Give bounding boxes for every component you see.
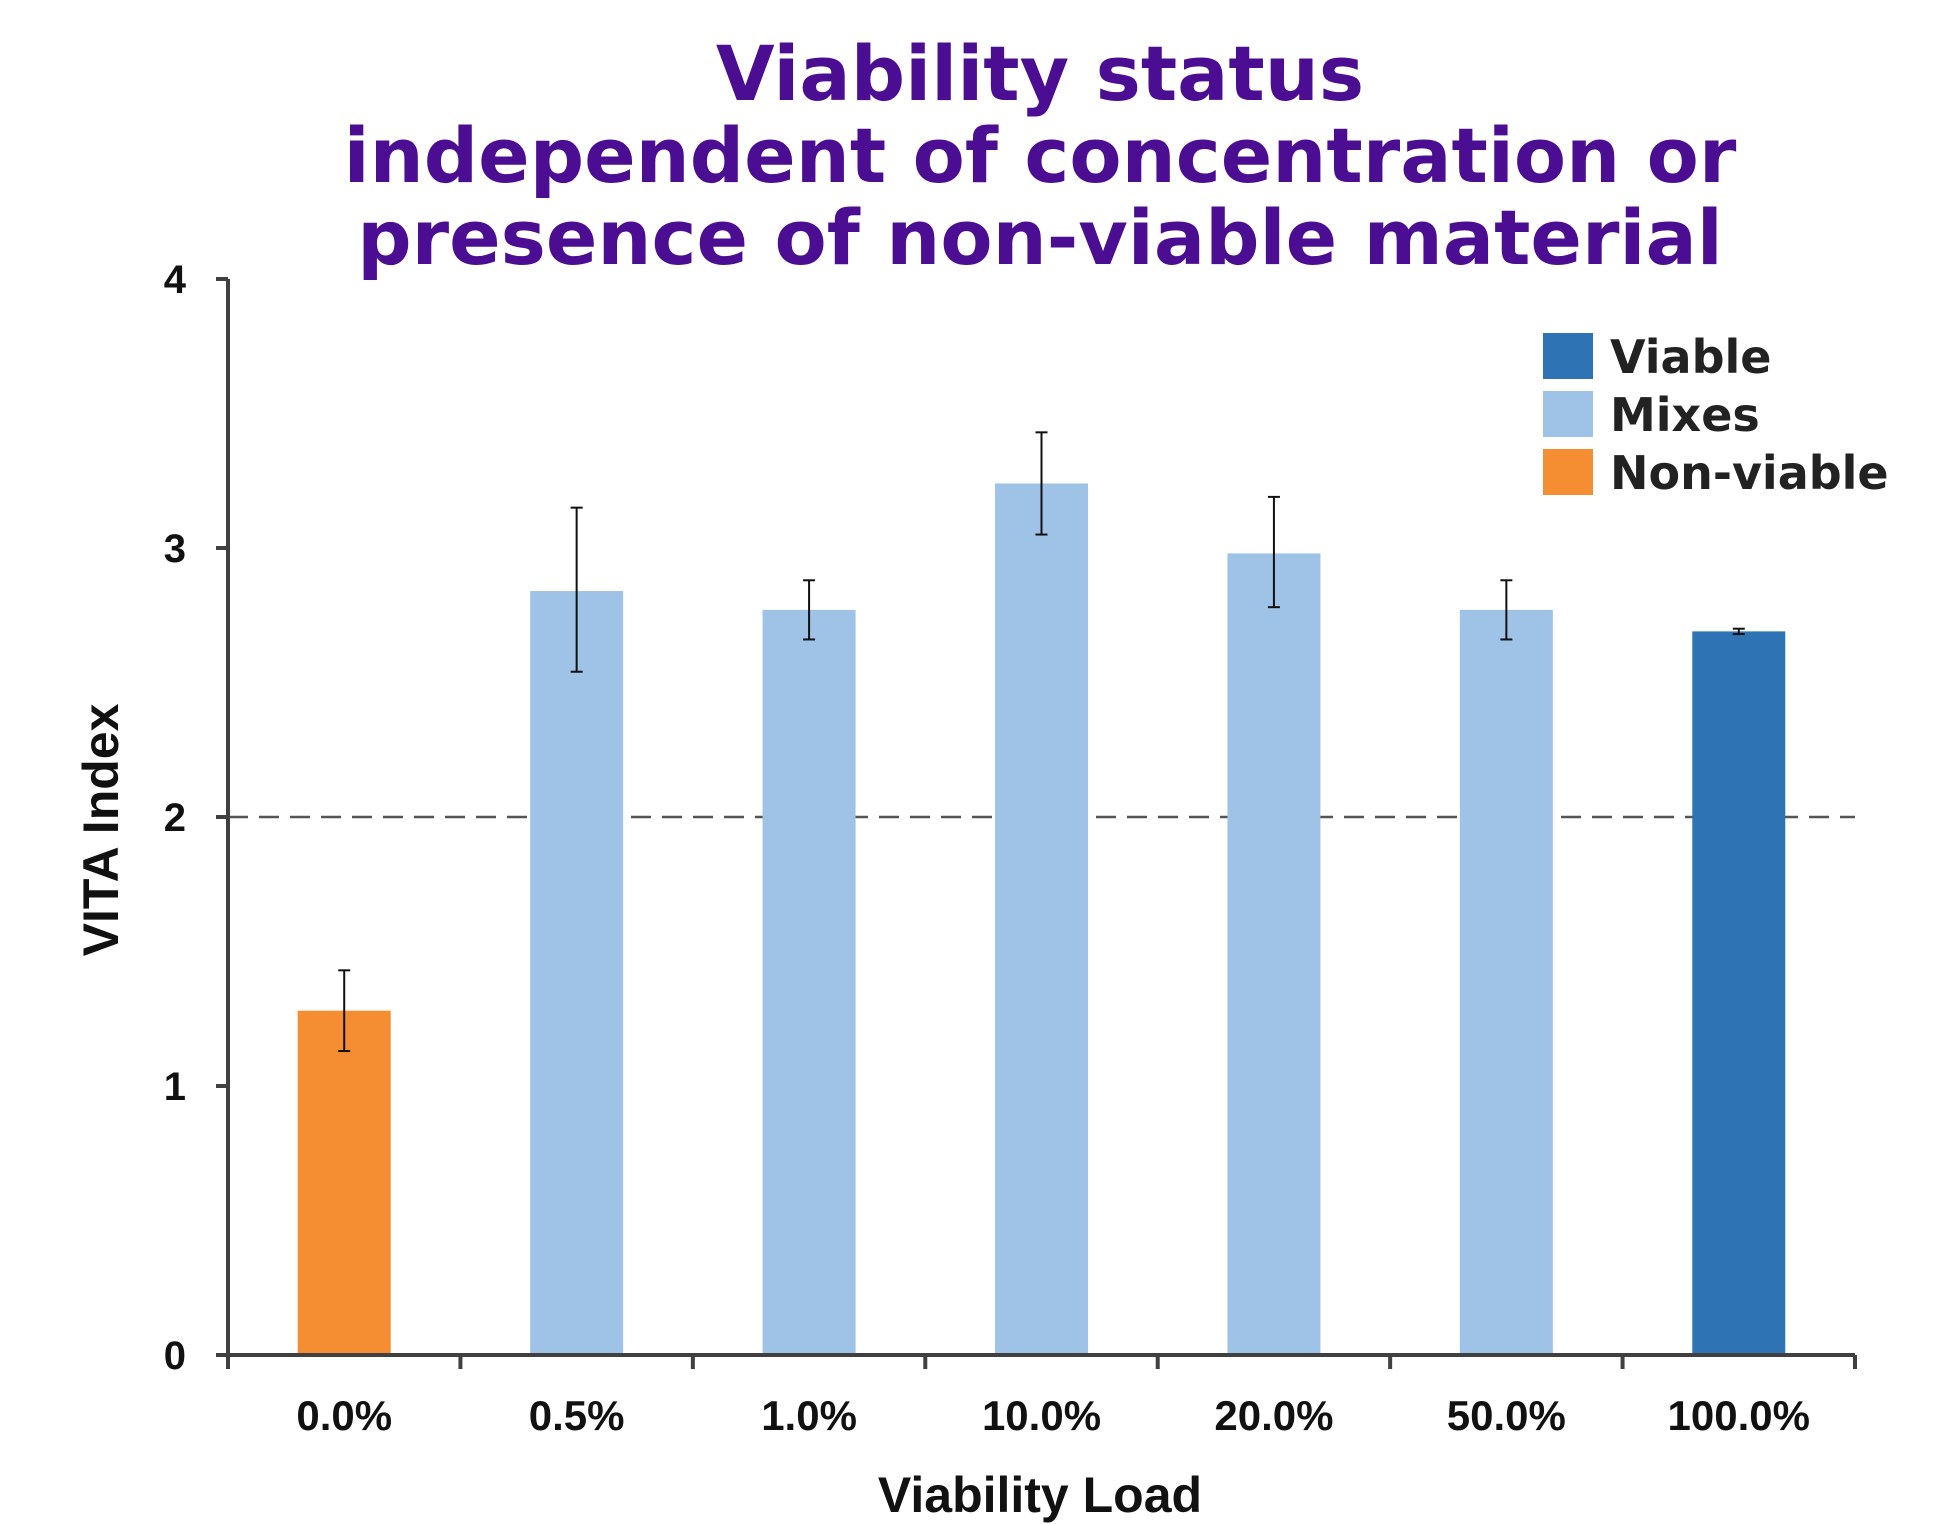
chart-title-line-3: presence of non-viable material [357,193,1723,282]
legend-item: Mixes [1543,388,1760,442]
bars-layer [297,483,1786,1355]
legend-label: Non-viable [1610,446,1889,500]
bar-1000 [1692,631,1786,1355]
legend-item: Viable [1543,330,1772,384]
legend-swatch [1543,391,1593,437]
x-tick-label: 20.0% [1214,1392,1333,1439]
y-tick-label: 3 [164,527,186,571]
x-tick-label: 10.0% [982,1392,1101,1439]
x-axis-title: Viability Load [878,1467,1202,1523]
bar-05 [530,591,624,1355]
chart-title-line-2: independent of concentration or [344,111,1737,200]
x-tick-label: 100.0% [1668,1392,1810,1439]
bar-00 [297,1010,391,1355]
error-bar [570,506,583,673]
error-bar [803,579,816,641]
y-tick-label: 4 [164,258,187,302]
error-bar [1267,495,1280,609]
bar-10 [762,609,856,1355]
x-tick-label: 50.0% [1447,1392,1566,1439]
legend-label: Viable [1610,330,1772,384]
x-tick-label: 0.0% [296,1392,392,1439]
y-tick-label: 1 [164,1065,186,1109]
legend-swatch [1543,449,1593,495]
x-tick-label: 0.5% [529,1392,625,1439]
error-bars-layer [338,431,1745,1053]
error-bar [338,969,351,1053]
legend-item: Non-viable [1543,446,1889,500]
bar-200 [1227,553,1321,1355]
chart-title: Viability status independent of concentr… [344,29,1737,282]
legend-swatch [1543,333,1593,379]
bar-500 [1459,609,1553,1355]
x-tick-label: 1.0% [761,1392,857,1439]
y-tick-label: 0 [164,1334,186,1378]
error-bar [1500,579,1513,641]
x-tick-labels: 0.0% 0.5% 1.0% 10.0% 20.0% 50.0% 100.0% [226,1355,1857,1439]
error-bar [1035,431,1048,536]
chart-title-line-1: Viability status [716,29,1364,118]
y-axis-title: VITA Index [73,703,129,956]
legend-label: Mixes [1610,388,1760,442]
y-tick-label: 2 [164,796,186,840]
bar-100 [995,483,1088,1355]
axes-layer [216,279,1855,1367]
error-bar [1732,627,1745,636]
y-tick-labels: 0 1 2 3 4 [164,258,228,1378]
